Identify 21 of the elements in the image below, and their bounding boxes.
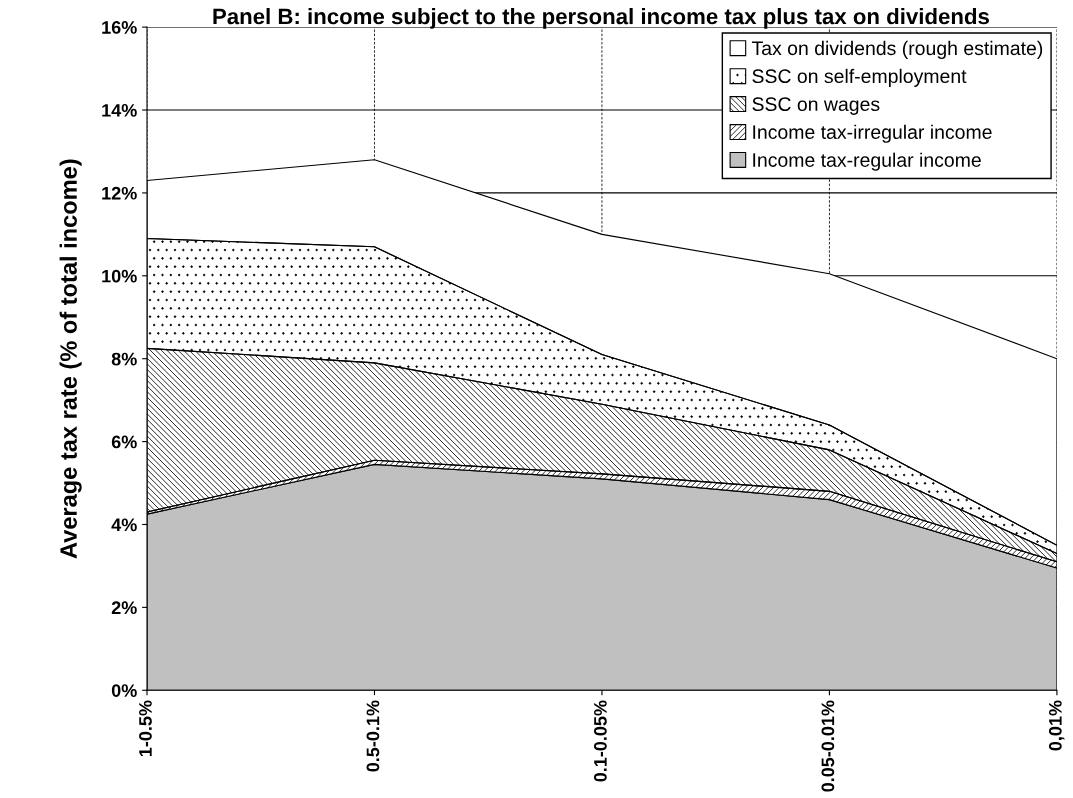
y-tick-label: 16% bbox=[102, 21, 137, 34]
x-tick-label: 0.5-0.1% bbox=[366, 700, 380, 772]
y-tick-label: 4% bbox=[111, 518, 137, 532]
y-tick-label: 12% bbox=[102, 186, 137, 200]
y-tick-label: 0% bbox=[111, 684, 137, 697]
y-tick-label: 6% bbox=[111, 435, 137, 449]
x-tick-label: 0.05-0.01% bbox=[821, 700, 835, 792]
y-tick-label: 2% bbox=[111, 601, 137, 615]
x-tick-label: 0,01% bbox=[1048, 700, 1065, 751]
y-tick-label: 14% bbox=[102, 104, 137, 117]
y-axis-title: Average tax rate (% of total income) bbox=[59, 159, 82, 559]
chart-title: Panel B: income subject to the personal income tax plus tax on dividends bbox=[213, 7, 989, 29]
y-tick-label: 8% bbox=[111, 352, 137, 366]
legend-label: Tax on dividends (rough estimate) bbox=[751, 40, 1043, 59]
x-tick-label: 1-0.5% bbox=[139, 700, 152, 757]
x-tick-label: 0.1-0.05% bbox=[594, 700, 607, 782]
legend-label: Income tax-irregular income bbox=[753, 124, 992, 143]
y-tick-label: 10% bbox=[102, 269, 137, 283]
legend-label: SSC on wages bbox=[752, 97, 880, 115]
legend-label: Income tax-regular income bbox=[753, 152, 981, 171]
legend-label: SSC on self-employment bbox=[752, 68, 967, 87]
